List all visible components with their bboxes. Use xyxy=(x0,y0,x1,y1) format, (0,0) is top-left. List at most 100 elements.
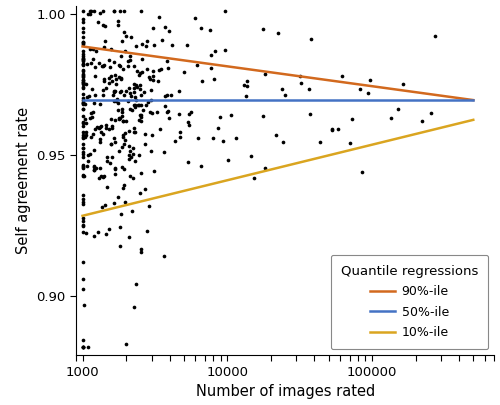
Point xyxy=(78,259,86,265)
Point xyxy=(78,218,86,224)
Point xyxy=(82,129,90,135)
Point xyxy=(108,125,116,131)
Point xyxy=(100,173,108,179)
Point xyxy=(78,286,86,292)
Point xyxy=(116,75,124,81)
Point xyxy=(112,165,120,172)
Point xyxy=(137,92,145,98)
Line: 90%-ile: 90%-ile xyxy=(82,47,473,100)
Point xyxy=(78,221,86,228)
Point xyxy=(125,234,133,241)
Point xyxy=(145,74,153,81)
Point xyxy=(78,57,86,64)
Point xyxy=(78,79,86,85)
Point xyxy=(78,68,86,74)
Point xyxy=(130,304,138,310)
Point xyxy=(78,229,86,235)
Point xyxy=(96,101,104,107)
Point xyxy=(78,199,86,205)
Point xyxy=(394,106,402,113)
Point xyxy=(281,92,289,98)
Point xyxy=(197,162,205,169)
Point xyxy=(120,66,128,72)
10%-ile xyxy=(80,213,86,218)
Point xyxy=(198,77,206,84)
Point xyxy=(137,114,145,121)
Point xyxy=(78,336,86,343)
90%-ile xyxy=(80,44,86,49)
Point xyxy=(87,60,95,66)
Point xyxy=(116,8,124,15)
Point xyxy=(90,167,98,173)
Point xyxy=(82,230,90,236)
Point xyxy=(156,126,164,133)
Point xyxy=(431,33,439,40)
Point xyxy=(131,128,139,135)
Point xyxy=(128,107,136,113)
Point xyxy=(96,139,104,145)
Point xyxy=(136,111,144,118)
Point xyxy=(124,98,132,105)
Point xyxy=(162,58,170,64)
Point xyxy=(90,56,98,62)
Point xyxy=(114,100,122,106)
Point xyxy=(118,113,126,119)
Point xyxy=(82,132,90,138)
Point xyxy=(78,80,86,86)
Point xyxy=(140,89,148,96)
Point xyxy=(184,159,192,165)
Point xyxy=(122,340,130,347)
Point xyxy=(78,196,86,202)
Point xyxy=(108,153,116,160)
Point xyxy=(78,344,86,350)
Point xyxy=(118,109,126,115)
Point xyxy=(98,174,106,180)
Point xyxy=(112,98,120,104)
Point xyxy=(78,58,86,64)
Point xyxy=(114,18,122,24)
Point xyxy=(78,71,86,77)
Point xyxy=(110,87,118,94)
Point xyxy=(164,64,172,71)
Point xyxy=(162,24,170,31)
Point xyxy=(89,46,97,52)
Point xyxy=(107,116,115,122)
Point xyxy=(88,85,96,92)
Point xyxy=(132,81,140,88)
10%-ile xyxy=(470,117,476,122)
Point xyxy=(120,129,128,136)
Point xyxy=(94,228,102,235)
Point xyxy=(78,106,86,113)
Point xyxy=(138,56,146,63)
Point xyxy=(110,98,118,104)
Point xyxy=(113,96,121,102)
Point xyxy=(90,147,98,153)
Point xyxy=(96,124,104,130)
Point xyxy=(106,160,114,166)
Point xyxy=(106,79,114,86)
Point xyxy=(176,129,184,135)
Point xyxy=(386,115,394,122)
Point xyxy=(126,148,134,155)
Point xyxy=(130,102,138,108)
Point xyxy=(150,77,158,84)
Point xyxy=(242,93,250,100)
Point xyxy=(78,15,86,22)
Point xyxy=(78,145,86,151)
Point xyxy=(134,84,141,90)
Point xyxy=(78,215,86,221)
Point xyxy=(146,97,154,103)
Point xyxy=(115,62,123,68)
Point xyxy=(141,186,149,193)
Point xyxy=(308,36,316,43)
Y-axis label: Self agreement rate: Self agreement rate xyxy=(16,107,30,254)
Point xyxy=(90,233,98,239)
Point xyxy=(109,91,117,98)
Point xyxy=(78,24,86,31)
Point xyxy=(132,43,140,50)
Point xyxy=(124,58,132,64)
Point xyxy=(90,72,98,79)
Point xyxy=(78,164,86,170)
Point xyxy=(134,117,142,124)
Point xyxy=(348,115,356,122)
